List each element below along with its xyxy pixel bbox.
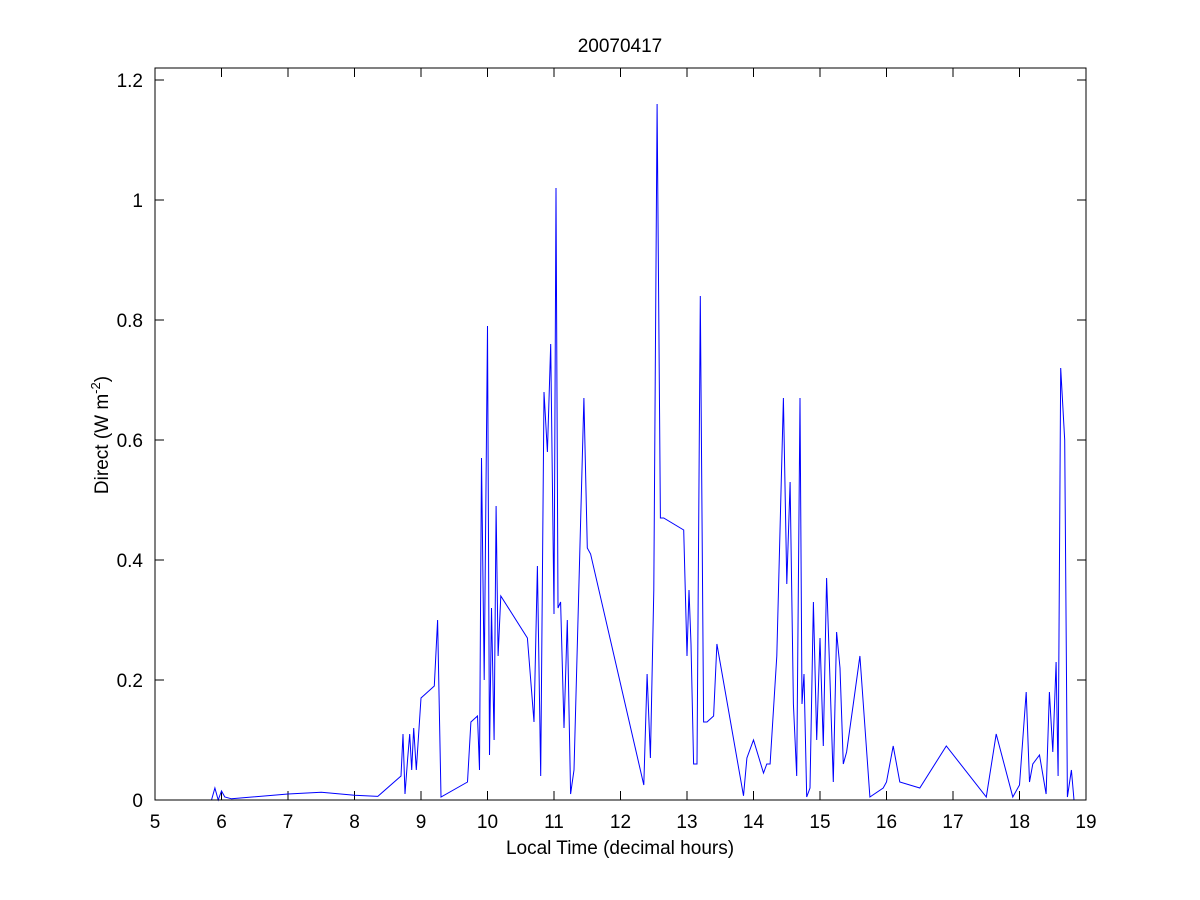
y-tick-label: 0.6 [117, 431, 143, 452]
x-tick-label: 11 [544, 812, 564, 833]
y-tick-label: 0.4 [117, 551, 144, 572]
y-axis-label-main: Direct (W m [92, 394, 113, 494]
x-tick-label: 9 [416, 812, 427, 833]
y-tick-label: 1.2 [117, 71, 143, 92]
y-tick-label: 1 [132, 191, 143, 212]
y-tick-label: 0.2 [117, 671, 143, 692]
y-axis-label: Direct (W m-2) [88, 376, 113, 494]
x-tick-label: 8 [349, 812, 360, 833]
y-axis-label-superscript: -2 [88, 382, 103, 394]
x-tick-label: 6 [216, 812, 227, 833]
x-tick-label: 16 [876, 812, 897, 833]
x-tick-label: 5 [150, 812, 161, 833]
y-tick-labels: 0 0.2 0.4 0.6 0.8 1 1.2 [117, 71, 144, 812]
x-tick-label: 12 [610, 812, 631, 833]
x-axis-label: Local Time (decimal hours) [506, 838, 734, 859]
x-tick-label: 14 [743, 812, 765, 833]
plot-area [155, 68, 1086, 800]
x-tick-label: 17 [942, 812, 963, 833]
y-axis-label-suffix: ) [92, 376, 113, 382]
x-tick-labels: 5 6 7 8 9 10 11 12 13 14 15 16 17 18 19 [150, 812, 1097, 833]
x-tick-label: 19 [1075, 812, 1096, 833]
x-tick-label: 13 [676, 812, 697, 833]
axis-ticks [154, 68, 1087, 801]
x-tick-label: 18 [1009, 812, 1030, 833]
series-line [201, 103, 1075, 802]
y-tick-label: 0.8 [117, 311, 143, 332]
axes-box [154, 67, 1087, 801]
x-tick-label: 7 [283, 812, 294, 833]
x-tick-label: 10 [477, 812, 498, 833]
chart-title: 20070417 [578, 36, 663, 57]
y-tick-label: 0 [132, 791, 143, 812]
x-tick-label: 15 [809, 812, 830, 833]
